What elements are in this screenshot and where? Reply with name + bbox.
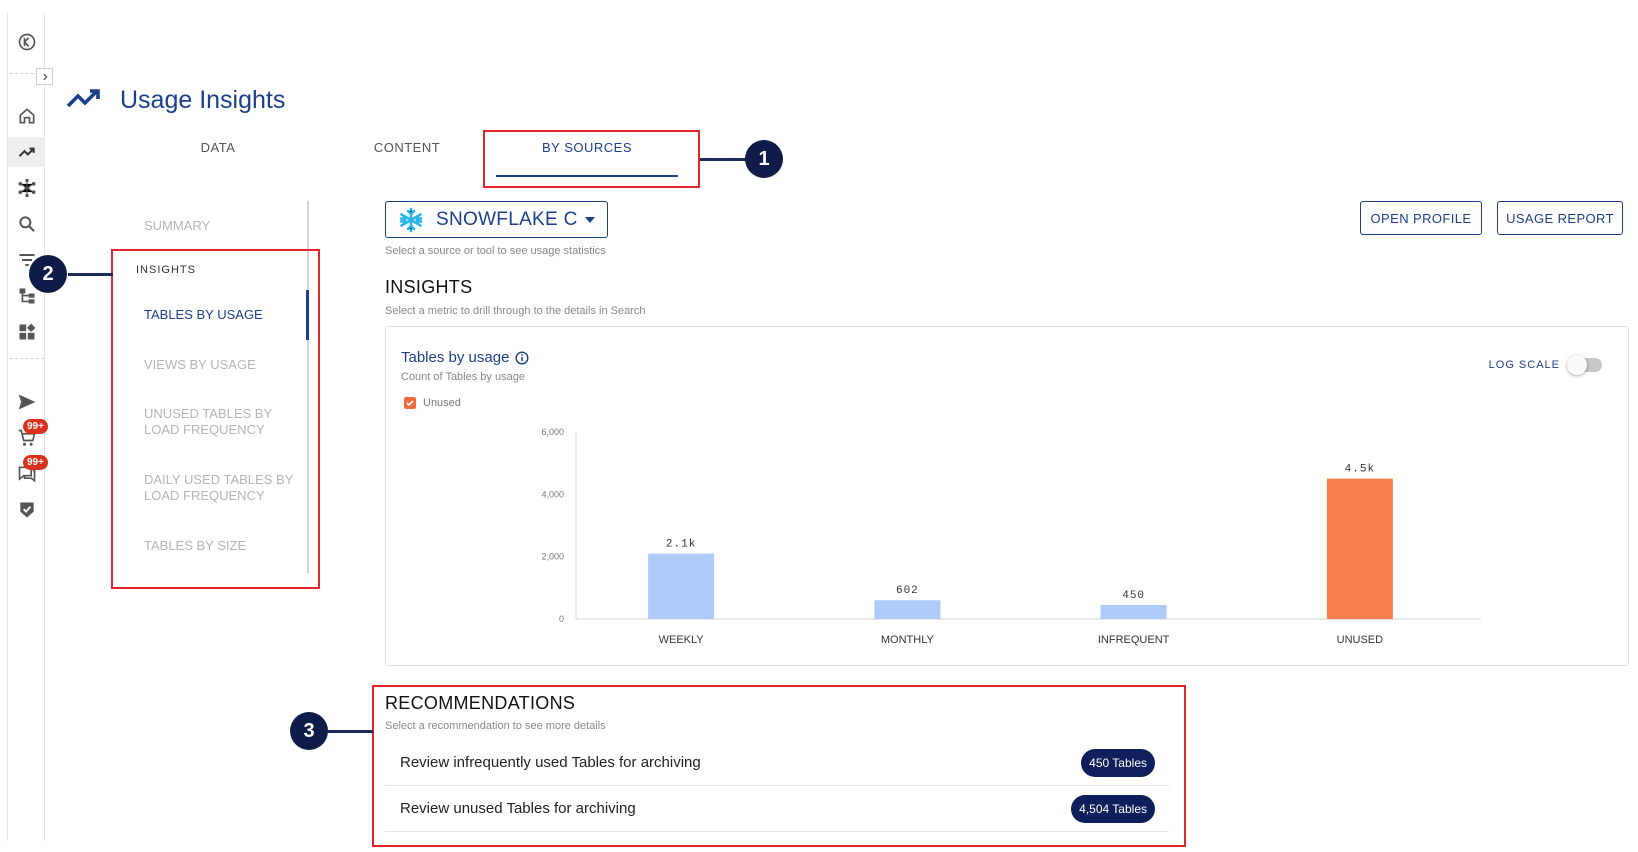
submenu-item-tables-by-size[interactable]: TABLES BY SIZE <box>144 538 247 553</box>
recommendations-title: RECOMMENDATIONS <box>385 693 576 713</box>
bar <box>1100 604 1167 619</box>
recommendation-label: Review infrequently used Tables for arch… <box>400 754 701 771</box>
chart-legend-unused[interactable]: Unused <box>404 397 461 409</box>
hierarchy-icon[interactable] <box>8 281 45 311</box>
x-tick-label: WEEKLY <box>659 634 705 646</box>
callout-connector <box>328 730 373 733</box>
recommendations-hint: Select a recommendation to see more deta… <box>385 720 606 732</box>
insights-title: INSIGHTS <box>385 277 473 297</box>
x-tick-label: MONTHLY <box>881 634 935 646</box>
callout-box-insights-menu <box>111 249 320 589</box>
bar <box>1326 478 1393 619</box>
messages-badge: 99+ <box>23 455 48 470</box>
page-title: Usage Insights <box>120 86 286 114</box>
send-icon[interactable] <box>8 387 45 417</box>
chart-title[interactable]: Tables by usage <box>401 349 529 366</box>
x-tick-label: UNUSED <box>1337 634 1384 646</box>
recommendation-count-pill[interactable]: 4,504 Tables <box>1071 794 1155 823</box>
tab-by-sources[interactable]: BY SOURCES <box>541 140 632 155</box>
y-tick-label: 6,000 <box>541 427 564 437</box>
callout-number: 1 <box>745 140 783 178</box>
insights-hint: Select a metric to drill through to the … <box>385 305 646 317</box>
toggle-knob <box>1567 355 1587 375</box>
checkbox-checked-icon[interactable] <box>404 397 416 409</box>
dashboard-icon[interactable] <box>8 317 45 347</box>
submenu-item-unused-tables-by-load-frequency[interactable]: UNUSED TABLES BY LOAD FREQUENCY <box>144 406 272 437</box>
recommendation-label: Review unused Tables for archiving <box>400 800 636 817</box>
recommendation-count-pill[interactable]: 450 Tables <box>1081 748 1155 777</box>
submenu-item-daily-used-tables-by-load-frequency[interactable]: DAILY USED TABLES BY LOAD FREQUENCY <box>144 472 294 503</box>
dropdown-caret-icon <box>585 217 595 223</box>
usage-report-button[interactable]: USAGE REPORT <box>1497 201 1623 235</box>
callout-number: 3 <box>290 712 328 750</box>
callout-connector <box>68 273 113 276</box>
recommendation-row[interactable]: Review unused Tables for archiving 4,504… <box>385 786 1169 832</box>
trending-up-icon[interactable] <box>8 137 45 167</box>
y-tick-label: 2,000 <box>541 552 564 562</box>
tab-content[interactable]: CONTENT <box>373 140 441 155</box>
bar <box>648 553 715 619</box>
back-circle-icon[interactable] <box>8 27 45 57</box>
info-icon[interactable] <box>515 350 529 365</box>
log-scale-label: LOG SCALE <box>1488 359 1560 371</box>
source-hint: Select a source or tool to see usage sta… <box>385 245 606 257</box>
x-tick-label: INFREQUENT <box>1098 634 1170 646</box>
tab-data[interactable]: DATA <box>200 140 236 155</box>
callout-connector <box>700 158 750 161</box>
rail-divider <box>10 73 44 74</box>
search-icon[interactable] <box>8 209 45 239</box>
source-select[interactable]: SNOWFLAKE C <box>385 201 608 238</box>
log-scale-toggle[interactable] <box>1567 355 1602 375</box>
verified-shield-icon[interactable] <box>8 495 45 525</box>
trending-up-icon <box>66 89 100 108</box>
bar-data-label: 2.1k <box>666 539 696 551</box>
filter-icon[interactable] <box>8 245 45 275</box>
home-icon[interactable] <box>8 101 45 131</box>
active-tab-indicator <box>496 175 678 177</box>
submenu-item-views-by-usage[interactable]: VIEWS BY USAGE <box>144 357 256 372</box>
bar-data-label: 4.5k <box>1345 464 1375 476</box>
bar-data-label: 450 <box>1122 590 1145 602</box>
y-tick-label: 4,000 <box>541 489 564 499</box>
submenu-scroll-track[interactable] <box>307 201 309 573</box>
network-icon[interactable] <box>8 173 45 203</box>
expand-chevron-icon[interactable] <box>36 68 53 85</box>
snowflake-icon <box>399 207 423 232</box>
open-profile-button[interactable]: OPEN PROFILE <box>1360 201 1482 235</box>
y-tick-label: 0 <box>559 614 564 624</box>
callout-box-recommendations <box>372 685 1186 847</box>
chart-subtitle: Count of Tables by usage <box>401 371 525 383</box>
tables-by-usage-chart: 0 2,000 4,000 6,000 2.1k WEEKLY 602 MONTHLY 450 I… <box>541 427 1481 646</box>
rail-divider <box>10 358 44 359</box>
bar-data-label: 602 <box>896 585 919 597</box>
chart-title-text: Tables by usage <box>401 349 510 366</box>
cart-badge: 99+ <box>23 419 48 434</box>
submenu-active-indicator <box>306 290 309 340</box>
source-select-value: SNOWFLAKE C <box>436 208 578 230</box>
chart-card: Tables by usage Count of Tables by usage… <box>385 326 1629 666</box>
callout-number: 2 <box>29 255 67 293</box>
left-nav-rail: 99+ 99+ <box>7 13 53 841</box>
submenu-item-tables-by-usage[interactable]: TABLES BY USAGE <box>144 307 263 322</box>
legend-label: Unused <box>423 397 461 409</box>
callout-box-by-sources <box>483 130 700 188</box>
bar <box>874 600 941 619</box>
submenu-heading-insights: INSIGHTS <box>136 264 196 276</box>
recommendation-row[interactable]: Review infrequently used Tables for arch… <box>385 740 1169 786</box>
submenu-summary[interactable]: SUMMARY <box>144 218 211 233</box>
